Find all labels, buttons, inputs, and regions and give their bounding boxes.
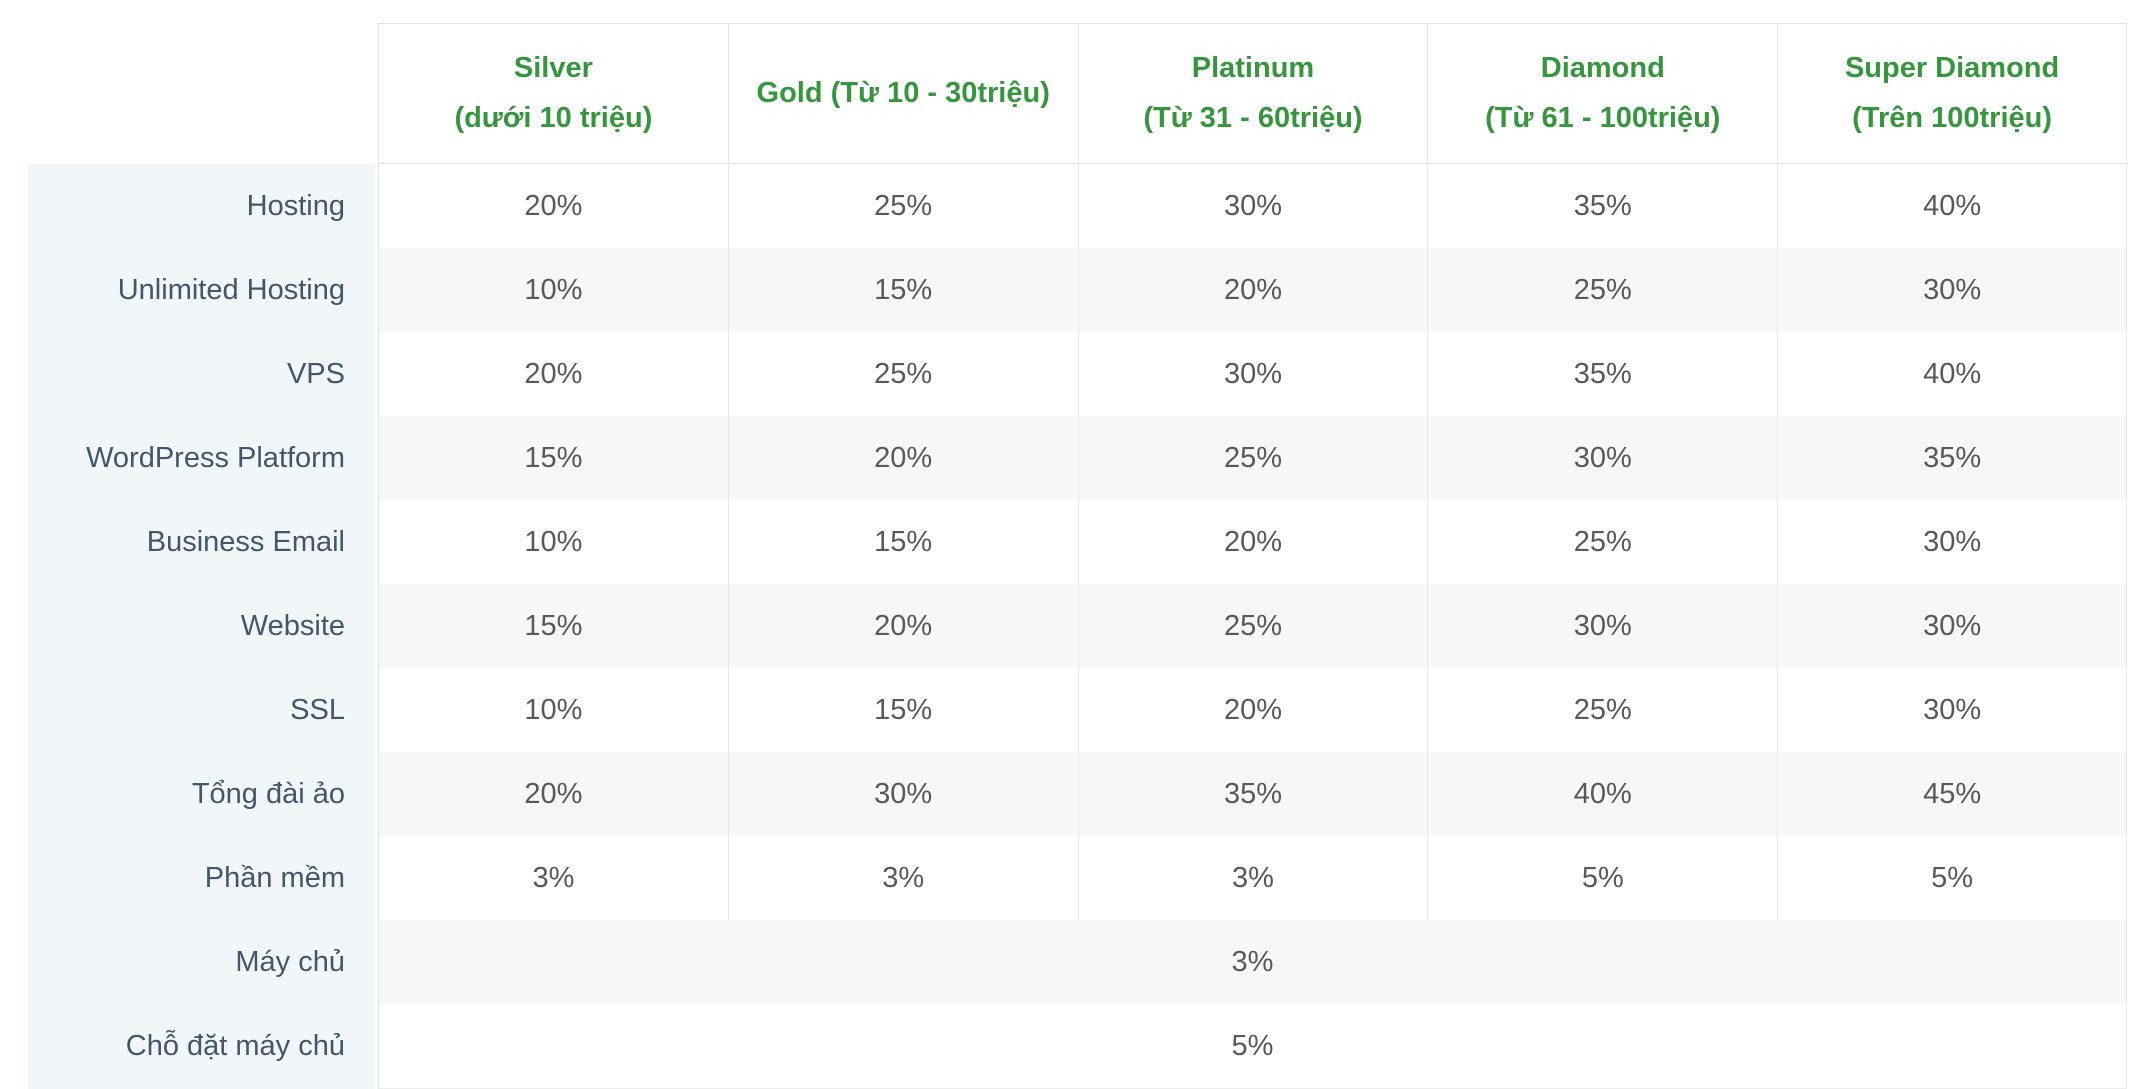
- value-cell: 30%: [1077, 332, 1428, 416]
- column-header-line: Platinum: [1191, 51, 1315, 84]
- value-cell: 30%: [1427, 584, 1778, 668]
- row-label: Chỗ đặt máy chủ: [28, 1004, 378, 1089]
- table-row: VPS 20% 25% 30% 35% 40%: [28, 332, 2127, 416]
- column-header: Silver (dưới 10 triệu): [378, 23, 728, 164]
- row-label: VPS: [28, 332, 378, 416]
- table-row: Hosting 20% 25% 30% 35% 40%: [28, 164, 2127, 248]
- value-cell: 20%: [1077, 248, 1428, 332]
- value-cell: 10%: [378, 668, 728, 752]
- value-cell: 20%: [378, 332, 728, 416]
- column-header-line: Gold (Từ 10 - 30triệu): [756, 76, 1050, 109]
- value-cell: 15%: [378, 416, 728, 500]
- table-row: SSL 10% 15% 20% 25% 30%: [28, 668, 2127, 752]
- value-cell: 5%: [1427, 836, 1778, 920]
- value-cell: 15%: [727, 668, 1078, 752]
- value-cell: 45%: [1777, 752, 2127, 836]
- column-header-line: Diamond: [1540, 51, 1665, 84]
- row-label: Hosting: [28, 164, 378, 248]
- table-row: Business Email 10% 15% 20% 25% 30%: [28, 500, 2127, 584]
- value-cell: 25%: [1427, 500, 1778, 584]
- value-cell: 30%: [1777, 248, 2127, 332]
- table-row: Unlimited Hosting 10% 15% 20% 25% 30%: [28, 248, 2127, 332]
- value-cell: 30%: [1777, 500, 2127, 584]
- column-header-line: Silver: [513, 51, 593, 84]
- value-cell: 15%: [378, 584, 728, 668]
- row-label: Phần mềm: [28, 836, 378, 920]
- value-cell: 25%: [1427, 668, 1778, 752]
- value-cell: 15%: [727, 500, 1078, 584]
- value-cell: 15%: [727, 248, 1078, 332]
- table-row: Tổng đài ảo 20% 30% 35% 40% 45%: [28, 752, 2127, 836]
- table-row: Máy chủ 3%: [28, 920, 2127, 1004]
- value-cell-spanned: 5%: [378, 1004, 2127, 1089]
- table-row: Phần mềm 3% 3% 3% 5% 5%: [28, 836, 2127, 920]
- value-cell: 35%: [1427, 332, 1778, 416]
- value-cell: 20%: [1077, 500, 1428, 584]
- value-cell: 10%: [378, 248, 728, 332]
- value-cell: 10%: [378, 500, 728, 584]
- value-cell: 20%: [727, 584, 1078, 668]
- column-header-line: (dưới 10 triệu): [454, 101, 653, 134]
- value-cell: 25%: [1427, 248, 1778, 332]
- column-header-line: (Từ 61 - 100triệu): [1485, 101, 1721, 134]
- value-cell: 5%: [1777, 836, 2127, 920]
- column-header: Platinum (Từ 31 - 60triệu): [1077, 23, 1428, 164]
- value-cell: 25%: [727, 164, 1078, 248]
- row-label: Business Email: [28, 500, 378, 584]
- value-cell: 35%: [1427, 164, 1778, 248]
- value-cell: 3%: [727, 836, 1078, 920]
- table-body: Hosting 20% 25% 30% 35% 40% Unlimited Hosting 1…: [28, 164, 2127, 1089]
- table-header: Silver (dưới 10 triệu) Gold (Từ 10 - 30tri…: [28, 23, 2127, 164]
- column-header: Diamond (Từ 61 - 100triệu): [1427, 23, 1778, 164]
- value-cell-spanned: 3%: [378, 920, 2127, 1004]
- value-cell: 3%: [378, 836, 728, 920]
- table-row: WordPress Platform 15% 20% 25% 30% 35%: [28, 416, 2127, 500]
- row-label: Unlimited Hosting: [28, 248, 378, 332]
- header-row: Silver (dưới 10 triệu) Gold (Từ 10 - 30tri…: [28, 23, 2127, 164]
- value-cell: 30%: [727, 752, 1078, 836]
- row-label: Máy chủ: [28, 920, 378, 1004]
- row-label: WordPress Platform: [28, 416, 378, 500]
- value-cell: 40%: [1777, 164, 2127, 248]
- value-cell: 20%: [378, 164, 728, 248]
- table-row: Website 15% 20% 25% 30% 30%: [28, 584, 2127, 668]
- value-cell: 20%: [378, 752, 728, 836]
- row-label: Website: [28, 584, 378, 668]
- value-cell: 20%: [727, 416, 1078, 500]
- value-cell: 30%: [1427, 416, 1778, 500]
- value-cell: 40%: [1777, 332, 2127, 416]
- column-header-line: Super Diamond: [1844, 51, 2060, 84]
- value-cell: 30%: [1777, 584, 2127, 668]
- value-cell: 40%: [1427, 752, 1778, 836]
- column-header: Gold (Từ 10 - 30triệu): [727, 23, 1078, 164]
- value-cell: 35%: [1077, 752, 1428, 836]
- value-cell: 30%: [1777, 668, 2127, 752]
- value-cell: 25%: [1077, 416, 1428, 500]
- table-row: Chỗ đặt máy chủ 5%: [28, 1004, 2127, 1089]
- row-label: Tổng đài ảo: [28, 752, 378, 836]
- value-cell: 25%: [727, 332, 1078, 416]
- value-cell: 25%: [1077, 584, 1428, 668]
- value-cell: 20%: [1077, 668, 1428, 752]
- value-cell: 3%: [1077, 836, 1428, 920]
- column-header-line: (Trên 100triệu): [1852, 101, 2053, 134]
- row-label: SSL: [28, 668, 378, 752]
- commission-table: Silver (dưới 10 triệu) Gold (Từ 10 - 30tri…: [28, 23, 2127, 1089]
- value-cell: 35%: [1777, 416, 2127, 500]
- column-header: Super Diamond (Trên 100triệu): [1777, 23, 2127, 164]
- commission-table-container: Silver (dưới 10 triệu) Gold (Từ 10 - 30tri…: [28, 23, 2127, 1089]
- value-cell: 30%: [1077, 164, 1428, 248]
- corner-cell: [28, 23, 378, 164]
- column-header-line: (Từ 31 - 60triệu): [1143, 101, 1363, 134]
